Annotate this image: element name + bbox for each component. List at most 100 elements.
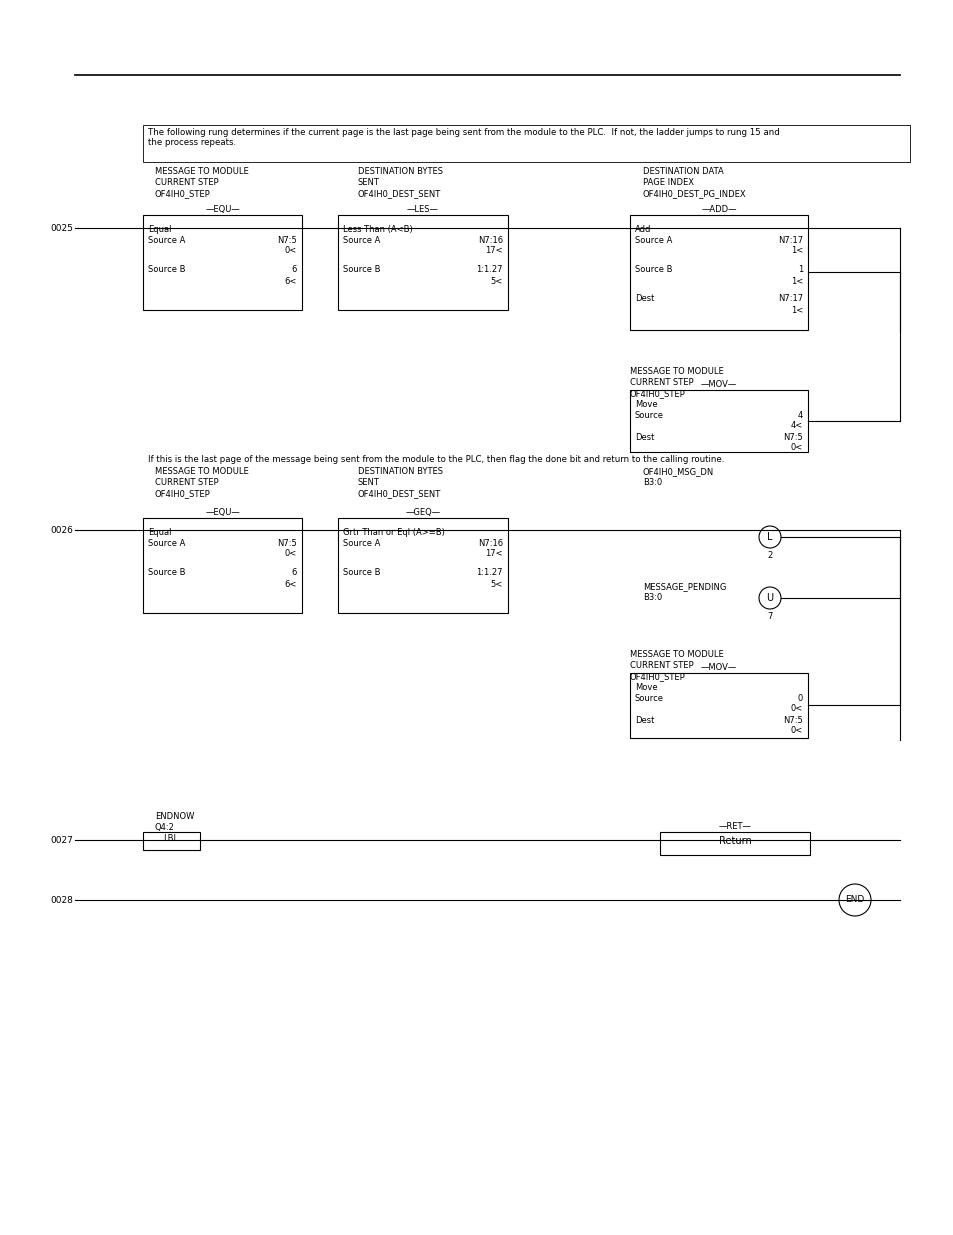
Text: 0<: 0< bbox=[790, 443, 802, 452]
Bar bbox=[337, 215, 507, 310]
Text: Dest: Dest bbox=[635, 294, 654, 303]
Text: OF4IH0_DEST_SENT: OF4IH0_DEST_SENT bbox=[357, 189, 441, 198]
Text: END: END bbox=[844, 895, 863, 904]
Text: 6: 6 bbox=[292, 568, 296, 577]
Text: ENDNOW: ENDNOW bbox=[154, 811, 194, 821]
Text: B3:0: B3:0 bbox=[642, 478, 661, 487]
Bar bbox=[629, 390, 807, 452]
Text: OF4IH0_DEST_PG_INDEX: OF4IH0_DEST_PG_INDEX bbox=[642, 189, 746, 198]
Text: Move: Move bbox=[635, 400, 657, 409]
Text: 6<: 6< bbox=[284, 277, 296, 287]
Bar bbox=[659, 832, 809, 855]
Text: Equal: Equal bbox=[148, 225, 172, 233]
Text: 0026: 0026 bbox=[51, 526, 73, 535]
Text: SENT: SENT bbox=[357, 178, 379, 186]
Text: 7: 7 bbox=[766, 613, 772, 621]
Text: MESSAGE TO MODULE: MESSAGE TO MODULE bbox=[154, 167, 249, 177]
Text: Source B: Source B bbox=[148, 568, 185, 577]
Text: N7:16: N7:16 bbox=[477, 236, 502, 245]
Text: OF4IH0_STEP: OF4IH0_STEP bbox=[629, 389, 685, 398]
Text: OF4IH0_DEST_SENT: OF4IH0_DEST_SENT bbox=[357, 489, 441, 498]
Text: Q4:2: Q4:2 bbox=[154, 823, 174, 832]
Text: —LES—: —LES— bbox=[407, 205, 438, 214]
Text: 0<: 0< bbox=[284, 246, 296, 254]
Bar bbox=[337, 517, 507, 613]
Text: —ADD—: —ADD— bbox=[700, 205, 736, 214]
Text: CURRENT STEP: CURRENT STEP bbox=[629, 661, 693, 671]
Text: OF4IH0_STEP: OF4IH0_STEP bbox=[154, 489, 211, 498]
Text: N7:17: N7:17 bbox=[777, 294, 802, 303]
Text: The following rung determines if the current page is the last page being sent fr: The following rung determines if the cur… bbox=[148, 128, 779, 147]
Text: MESSAGE TO MODULE: MESSAGE TO MODULE bbox=[629, 367, 723, 375]
Text: 1:1.27: 1:1.27 bbox=[476, 568, 502, 577]
Text: 1<: 1< bbox=[790, 277, 802, 287]
Text: 17<: 17< bbox=[485, 246, 502, 254]
Text: Source B: Source B bbox=[635, 266, 672, 274]
Bar bbox=[143, 215, 302, 310]
Text: CURRENT STEP: CURRENT STEP bbox=[629, 378, 693, 387]
Text: 0028: 0028 bbox=[51, 897, 73, 905]
Text: —RET—: —RET— bbox=[718, 823, 751, 831]
Bar bbox=[629, 215, 807, 330]
Text: 6: 6 bbox=[292, 266, 296, 274]
Text: MESSAGE TO MODULE: MESSAGE TO MODULE bbox=[154, 467, 249, 475]
Text: 5<: 5< bbox=[490, 277, 502, 287]
Text: N7:5: N7:5 bbox=[277, 236, 296, 245]
Text: —EQU—: —EQU— bbox=[205, 205, 239, 214]
Text: —GEQ—: —GEQ— bbox=[405, 508, 440, 517]
Text: 0<: 0< bbox=[284, 550, 296, 558]
Text: Equal: Equal bbox=[148, 529, 172, 537]
Text: 4<: 4< bbox=[790, 421, 802, 430]
Text: 0025: 0025 bbox=[51, 224, 73, 233]
Text: DESTINATION BYTES: DESTINATION BYTES bbox=[357, 467, 442, 475]
Text: SENT: SENT bbox=[357, 478, 379, 487]
Text: Source A: Source A bbox=[148, 538, 185, 548]
Text: Source B: Source B bbox=[148, 266, 185, 274]
Text: Source A: Source A bbox=[148, 236, 185, 245]
Text: 2: 2 bbox=[766, 551, 772, 559]
Text: 0027: 0027 bbox=[51, 836, 73, 845]
Text: Dest: Dest bbox=[635, 716, 654, 725]
Text: —EQU—: —EQU— bbox=[205, 508, 239, 517]
Text: U: U bbox=[765, 593, 773, 603]
Text: Grtr Than or Eql (A>=B): Grtr Than or Eql (A>=B) bbox=[343, 529, 444, 537]
Text: If this is the last page of the message being sent from the module to the PLC, t: If this is the last page of the message … bbox=[148, 454, 723, 464]
Text: PAGE INDEX: PAGE INDEX bbox=[642, 178, 693, 186]
Text: Source A: Source A bbox=[343, 538, 380, 548]
Text: MESSAGE_PENDING: MESSAGE_PENDING bbox=[642, 582, 725, 592]
Text: CURRENT STEP: CURRENT STEP bbox=[154, 478, 218, 487]
Text: 5<: 5< bbox=[490, 580, 502, 589]
Bar bbox=[143, 125, 909, 162]
Text: Source A: Source A bbox=[343, 236, 380, 245]
Text: Source B: Source B bbox=[343, 266, 380, 274]
Text: B3:0: B3:0 bbox=[642, 593, 661, 601]
Text: 1<: 1< bbox=[790, 306, 802, 315]
Text: 1:1.27: 1:1.27 bbox=[476, 266, 502, 274]
Text: CURRENT STEP: CURRENT STEP bbox=[154, 178, 218, 186]
Text: 4: 4 bbox=[797, 411, 802, 420]
Text: Source: Source bbox=[635, 694, 663, 703]
Bar bbox=[143, 832, 200, 850]
Text: 6<: 6< bbox=[284, 580, 296, 589]
Bar bbox=[143, 517, 302, 613]
Text: N7:17: N7:17 bbox=[777, 236, 802, 245]
Text: 0<: 0< bbox=[790, 704, 802, 713]
Text: Dest: Dest bbox=[635, 433, 654, 442]
Text: Less Than (A<B): Less Than (A<B) bbox=[343, 225, 413, 233]
Text: DESTINATION DATA: DESTINATION DATA bbox=[642, 167, 723, 177]
Text: L: L bbox=[766, 532, 772, 542]
Text: Move: Move bbox=[635, 683, 657, 692]
Text: 1<: 1< bbox=[790, 246, 802, 254]
Text: DESTINATION BYTES: DESTINATION BYTES bbox=[357, 167, 442, 177]
Bar bbox=[629, 673, 807, 739]
Text: OF4IH0_STEP: OF4IH0_STEP bbox=[629, 672, 685, 680]
Text: N7:5: N7:5 bbox=[277, 538, 296, 548]
Text: 0<: 0< bbox=[790, 726, 802, 735]
Text: 0: 0 bbox=[797, 694, 802, 703]
Text: N7:16: N7:16 bbox=[477, 538, 502, 548]
Text: Return: Return bbox=[718, 836, 751, 846]
Text: —MOV—: —MOV— bbox=[700, 380, 737, 389]
Text: N7:5: N7:5 bbox=[782, 433, 802, 442]
Text: N7:5: N7:5 bbox=[782, 716, 802, 725]
Text: OF4IH0_MSG_DN: OF4IH0_MSG_DN bbox=[642, 467, 714, 475]
